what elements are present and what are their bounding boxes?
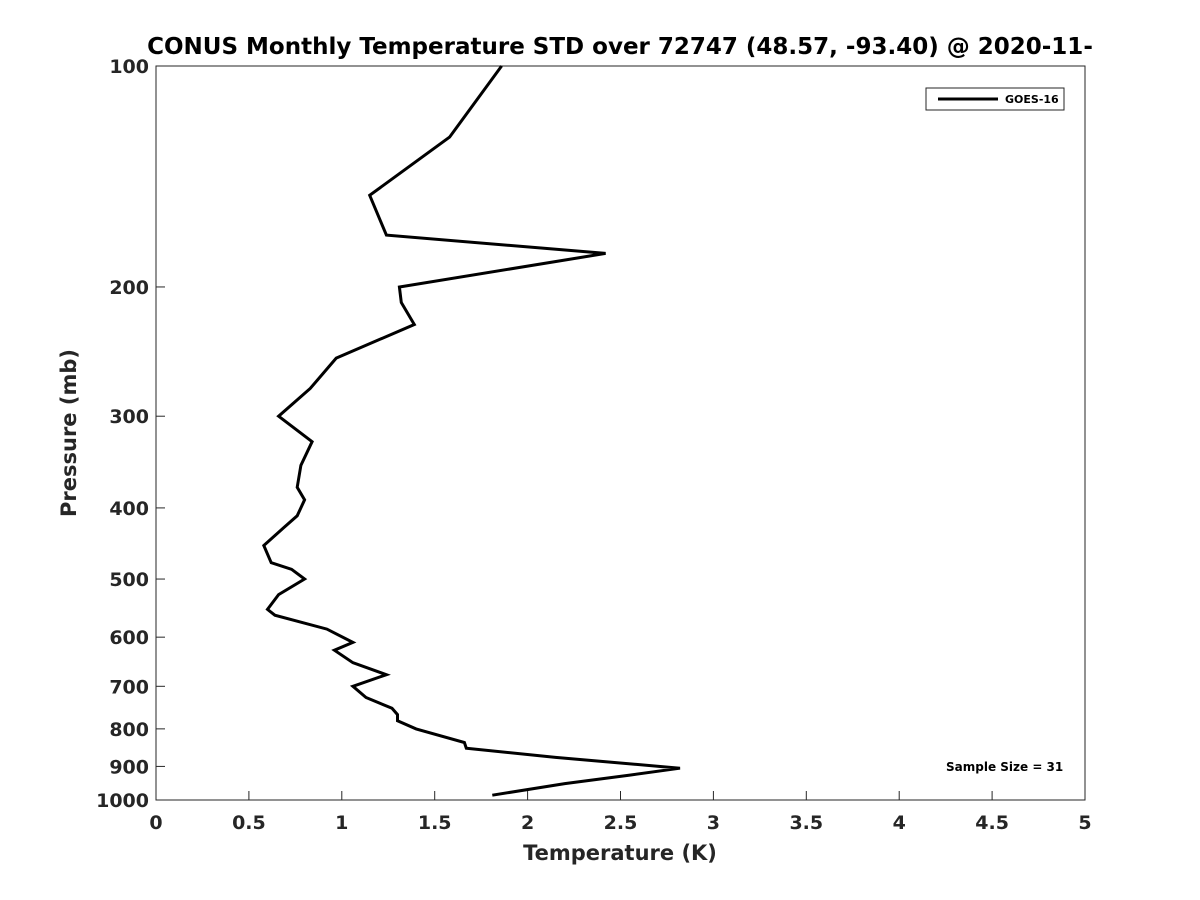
x-tick-label: 2.5 <box>604 812 638 834</box>
y-axis-label: Pressure (mb) <box>57 349 81 517</box>
x-tick-label: 0 <box>149 812 162 834</box>
x-axis-label: Temperature (K) <box>523 841 717 865</box>
plot-area <box>155 65 1086 801</box>
x-tick-label: 3.5 <box>789 812 823 834</box>
x-tick-label: 1.5 <box>418 812 452 834</box>
chart-title: CONUS Monthly Temperature STD over 72747… <box>147 34 1093 60</box>
x-tick-label: 4 <box>893 812 906 834</box>
y-tick-label: 900 <box>109 756 149 778</box>
x-tick-label: 3 <box>707 812 720 834</box>
y-tick-label: 800 <box>109 719 149 741</box>
x-tick-label: 1 <box>335 812 348 834</box>
y-tick-label: 200 <box>109 277 149 299</box>
y-tick-label: 300 <box>109 406 149 428</box>
x-tick-label: 2 <box>521 812 534 834</box>
plot-frame <box>155 65 1086 801</box>
y-tick-label: 100 <box>109 56 149 78</box>
x-tick-label: 0.5 <box>232 812 266 834</box>
y-tick-label: 400 <box>109 498 149 520</box>
y-tick-label: 600 <box>109 627 149 649</box>
y-axis: 100 200 300 400 500 600 700 800 900 1000 <box>96 56 165 812</box>
y-tick-label: 500 <box>109 569 149 591</box>
y-tick-label: 700 <box>109 676 149 698</box>
series-line-goes16 <box>261 65 681 797</box>
legend-label-goes16: GOES-16 <box>1005 93 1059 106</box>
x-axis: 0 0.5 1 1.5 2 2.5 3 3.5 4 4.5 5 <box>149 791 1092 834</box>
x-tick-label: 4.5 <box>975 812 1009 834</box>
series-layer <box>261 65 681 797</box>
x-tick-label: 5 <box>1078 812 1091 834</box>
sample-size-annotation: Sample Size = 31 <box>946 760 1063 774</box>
legend: GOES-16 <box>925 87 1065 111</box>
y-tick-label: 1000 <box>96 790 149 812</box>
